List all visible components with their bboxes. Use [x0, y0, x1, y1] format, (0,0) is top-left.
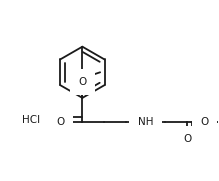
Text: O: O	[183, 134, 191, 144]
Text: O: O	[57, 117, 65, 127]
Text: O: O	[201, 117, 209, 127]
Text: NH: NH	[138, 117, 153, 127]
Text: O: O	[78, 77, 87, 87]
Text: HCl: HCl	[22, 115, 40, 125]
